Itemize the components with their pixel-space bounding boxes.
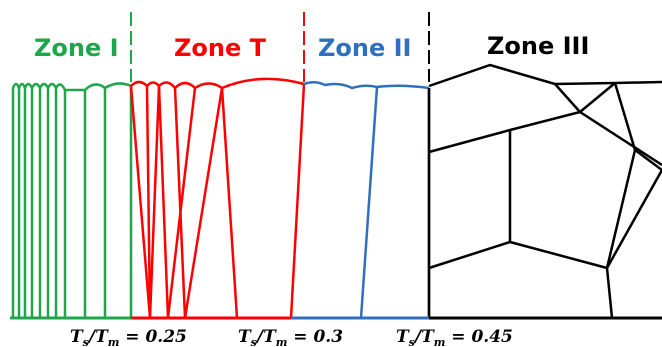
zone-3-label: Zone III (487, 32, 589, 60)
zone-1-grains (11, 82, 133, 318)
zone-3-grains (427, 63, 662, 319)
zone-t-grains (129, 77, 306, 319)
zone-1-label: Zone I (34, 34, 119, 62)
ratio-label-1: Ts/Tm = 0.25 (70, 327, 187, 347)
zone-2-label: Zone II (318, 34, 411, 62)
zone-2-grains (303, 81, 431, 319)
ratio-label-3: Ts/Tm = 0.45 (396, 327, 513, 347)
zone-t-label: Zone T (174, 34, 267, 62)
ratio-label-2: Ts/Tm = 0.3 (238, 327, 343, 347)
